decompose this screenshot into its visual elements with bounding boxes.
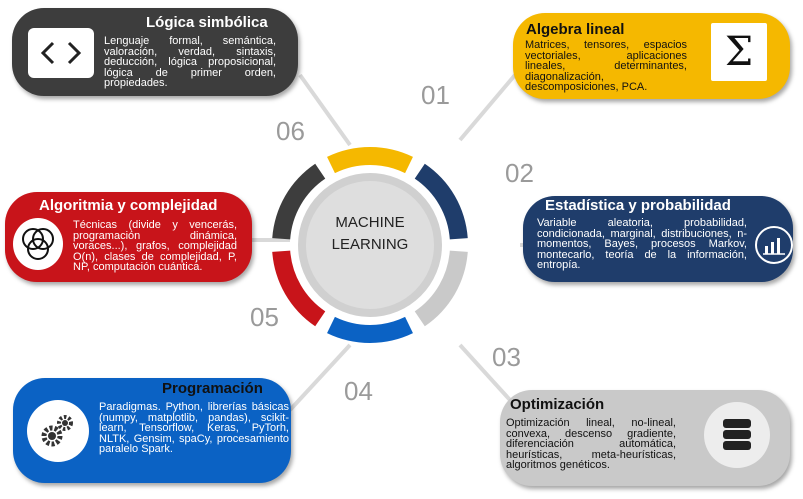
number-03: 03 (492, 342, 521, 372)
ring-segment-03 (414, 250, 468, 327)
ring-segment-02 (414, 163, 468, 240)
panel-logica-body: Lenguaje formal, semántica, valoración, … (104, 35, 276, 89)
number-05: 05 (250, 302, 279, 332)
number-04: 04 (344, 376, 373, 406)
panel-algebra-body: Matrices, tensores, espacios vectoriales… (525, 39, 687, 93)
panel-estadistica-title: Estadística y probabilidad (545, 197, 731, 214)
panel-algoritmia-title: Algoritmia y complejidad (39, 197, 218, 214)
panel-programacion-title: Programación (162, 380, 263, 397)
center-line-1: MACHINE (335, 214, 405, 231)
panel-optimizacion: Optimización Optimización lineal, no-lin… (500, 390, 790, 486)
code-brackets-icon (28, 28, 94, 78)
center-label: MACHINE LEARNING (300, 212, 440, 256)
gears-icon (27, 400, 89, 462)
ring-segment-05 (272, 250, 326, 327)
panel-logica: Lógica simbólica Lenguaje formal, semánt… (12, 8, 298, 96)
panel-programacion-body: Paradigmas. Python, librerías básicas (n… (99, 401, 289, 455)
ring-segment-04 (327, 316, 413, 343)
ring-segment-01 (327, 147, 413, 174)
database-icon (704, 402, 770, 468)
panel-algoritmia-body: Técnicas (divide y vencerás, programació… (73, 219, 237, 273)
panel-optimizacion-title: Optimización (510, 396, 605, 413)
panel-algebra-title: Algebra lineal (526, 21, 625, 38)
panel-optimizacion-body: Optimización lineal, no-lineal, convexa,… (506, 417, 676, 471)
number-06: 06 (276, 116, 305, 146)
sigma-icon: Σ (711, 23, 767, 81)
panel-algebra: Algebra lineal Matrices, tensores, espac… (513, 13, 790, 99)
ring-segments (272, 147, 468, 343)
venn-diagram-icon (13, 218, 63, 270)
number-01: 01 (421, 80, 450, 110)
bar-chart-icon (755, 226, 793, 264)
panel-programacion: Programación Paradigmas. Python, librerí… (13, 378, 291, 483)
panel-estadistica-body: Variable aleatoria, probabilidad, condic… (537, 217, 747, 271)
center-circle-inner (306, 181, 434, 309)
panel-logica-title: Lógica simbólica (146, 14, 268, 31)
ring-segment-06 (272, 163, 326, 240)
number-02: 02 (505, 158, 534, 188)
center-line-2: LEARNING (331, 236, 409, 253)
panel-algoritmia: Algoritmia y complejidad Técnicas (divid… (5, 192, 252, 282)
panel-estadistica: Estadística y probabilidad Variable alea… (523, 196, 793, 282)
